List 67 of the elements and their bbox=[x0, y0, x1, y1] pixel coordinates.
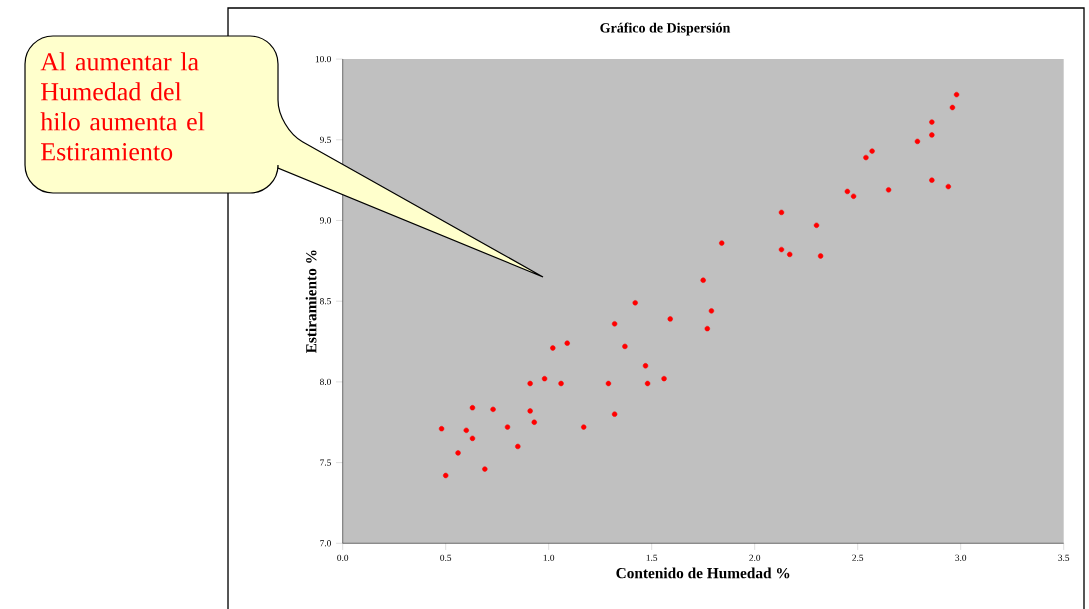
point bbox=[463, 427, 469, 433]
point bbox=[929, 119, 935, 125]
point bbox=[719, 240, 725, 246]
x-tick-label: 0.5 bbox=[440, 554, 452, 561]
point bbox=[700, 277, 706, 283]
x-tick-label: 1.0 bbox=[543, 554, 555, 561]
point bbox=[438, 426, 445, 432]
point bbox=[455, 450, 461, 456]
point bbox=[817, 253, 824, 259]
point bbox=[527, 408, 533, 414]
point bbox=[564, 340, 570, 346]
point bbox=[550, 345, 556, 351]
point bbox=[527, 380, 533, 387]
point bbox=[482, 466, 488, 472]
point bbox=[581, 424, 587, 430]
point bbox=[953, 91, 960, 98]
x-tick-label: 1.5 bbox=[646, 554, 658, 561]
point bbox=[515, 443, 521, 450]
y-tick-label: 8.0 bbox=[320, 378, 331, 386]
point bbox=[704, 325, 710, 332]
chart-title: Gráfico de Dispersión bbox=[600, 22, 731, 36]
y-tick-label: 7.5 bbox=[320, 459, 331, 466]
point bbox=[844, 188, 851, 195]
point bbox=[778, 246, 785, 253]
y-tick-label: 10.0 bbox=[315, 55, 331, 63]
point bbox=[611, 321, 618, 327]
point bbox=[885, 187, 892, 193]
point bbox=[605, 380, 612, 387]
y-tick-label: 7.0 bbox=[320, 540, 331, 547]
y-tick-label: 9.0 bbox=[319, 217, 331, 224]
y-axis-title: Estiramiento % bbox=[305, 250, 317, 354]
y-tick-label: 8.5 bbox=[320, 298, 331, 305]
point bbox=[644, 380, 651, 387]
point bbox=[929, 177, 935, 183]
x-tick-label: 3.0 bbox=[955, 554, 967, 561]
point bbox=[949, 104, 956, 111]
point bbox=[929, 132, 935, 138]
point bbox=[945, 183, 952, 190]
point bbox=[490, 406, 496, 412]
point bbox=[642, 363, 649, 369]
point bbox=[667, 316, 673, 322]
point bbox=[611, 411, 618, 417]
point bbox=[813, 222, 820, 228]
x-tick-label: 3.5 bbox=[1058, 554, 1070, 561]
point bbox=[787, 251, 793, 258]
point bbox=[504, 424, 511, 430]
x-axis-title: Contenido de Humedad % bbox=[616, 567, 790, 579]
point bbox=[541, 375, 548, 382]
point bbox=[850, 193, 857, 199]
point bbox=[778, 209, 785, 216]
point bbox=[869, 148, 875, 154]
x-tick-label: 2.0 bbox=[749, 554, 761, 561]
y-tick-label: 9.5 bbox=[319, 136, 331, 143]
point bbox=[661, 375, 667, 382]
point bbox=[632, 300, 638, 306]
x-tick-label: 2.5 bbox=[852, 554, 864, 561]
point bbox=[531, 419, 537, 425]
point bbox=[558, 380, 564, 387]
point bbox=[708, 308, 715, 314]
point bbox=[443, 472, 449, 479]
point bbox=[469, 435, 476, 442]
point bbox=[622, 343, 628, 350]
x-tick-label: 0.0 bbox=[337, 554, 349, 561]
point bbox=[914, 138, 921, 145]
text: Al aumentar la Humedad del hilo aumenta el Estiramiento bbox=[40, 52, 205, 161]
point bbox=[863, 154, 869, 161]
point bbox=[469, 405, 476, 411]
